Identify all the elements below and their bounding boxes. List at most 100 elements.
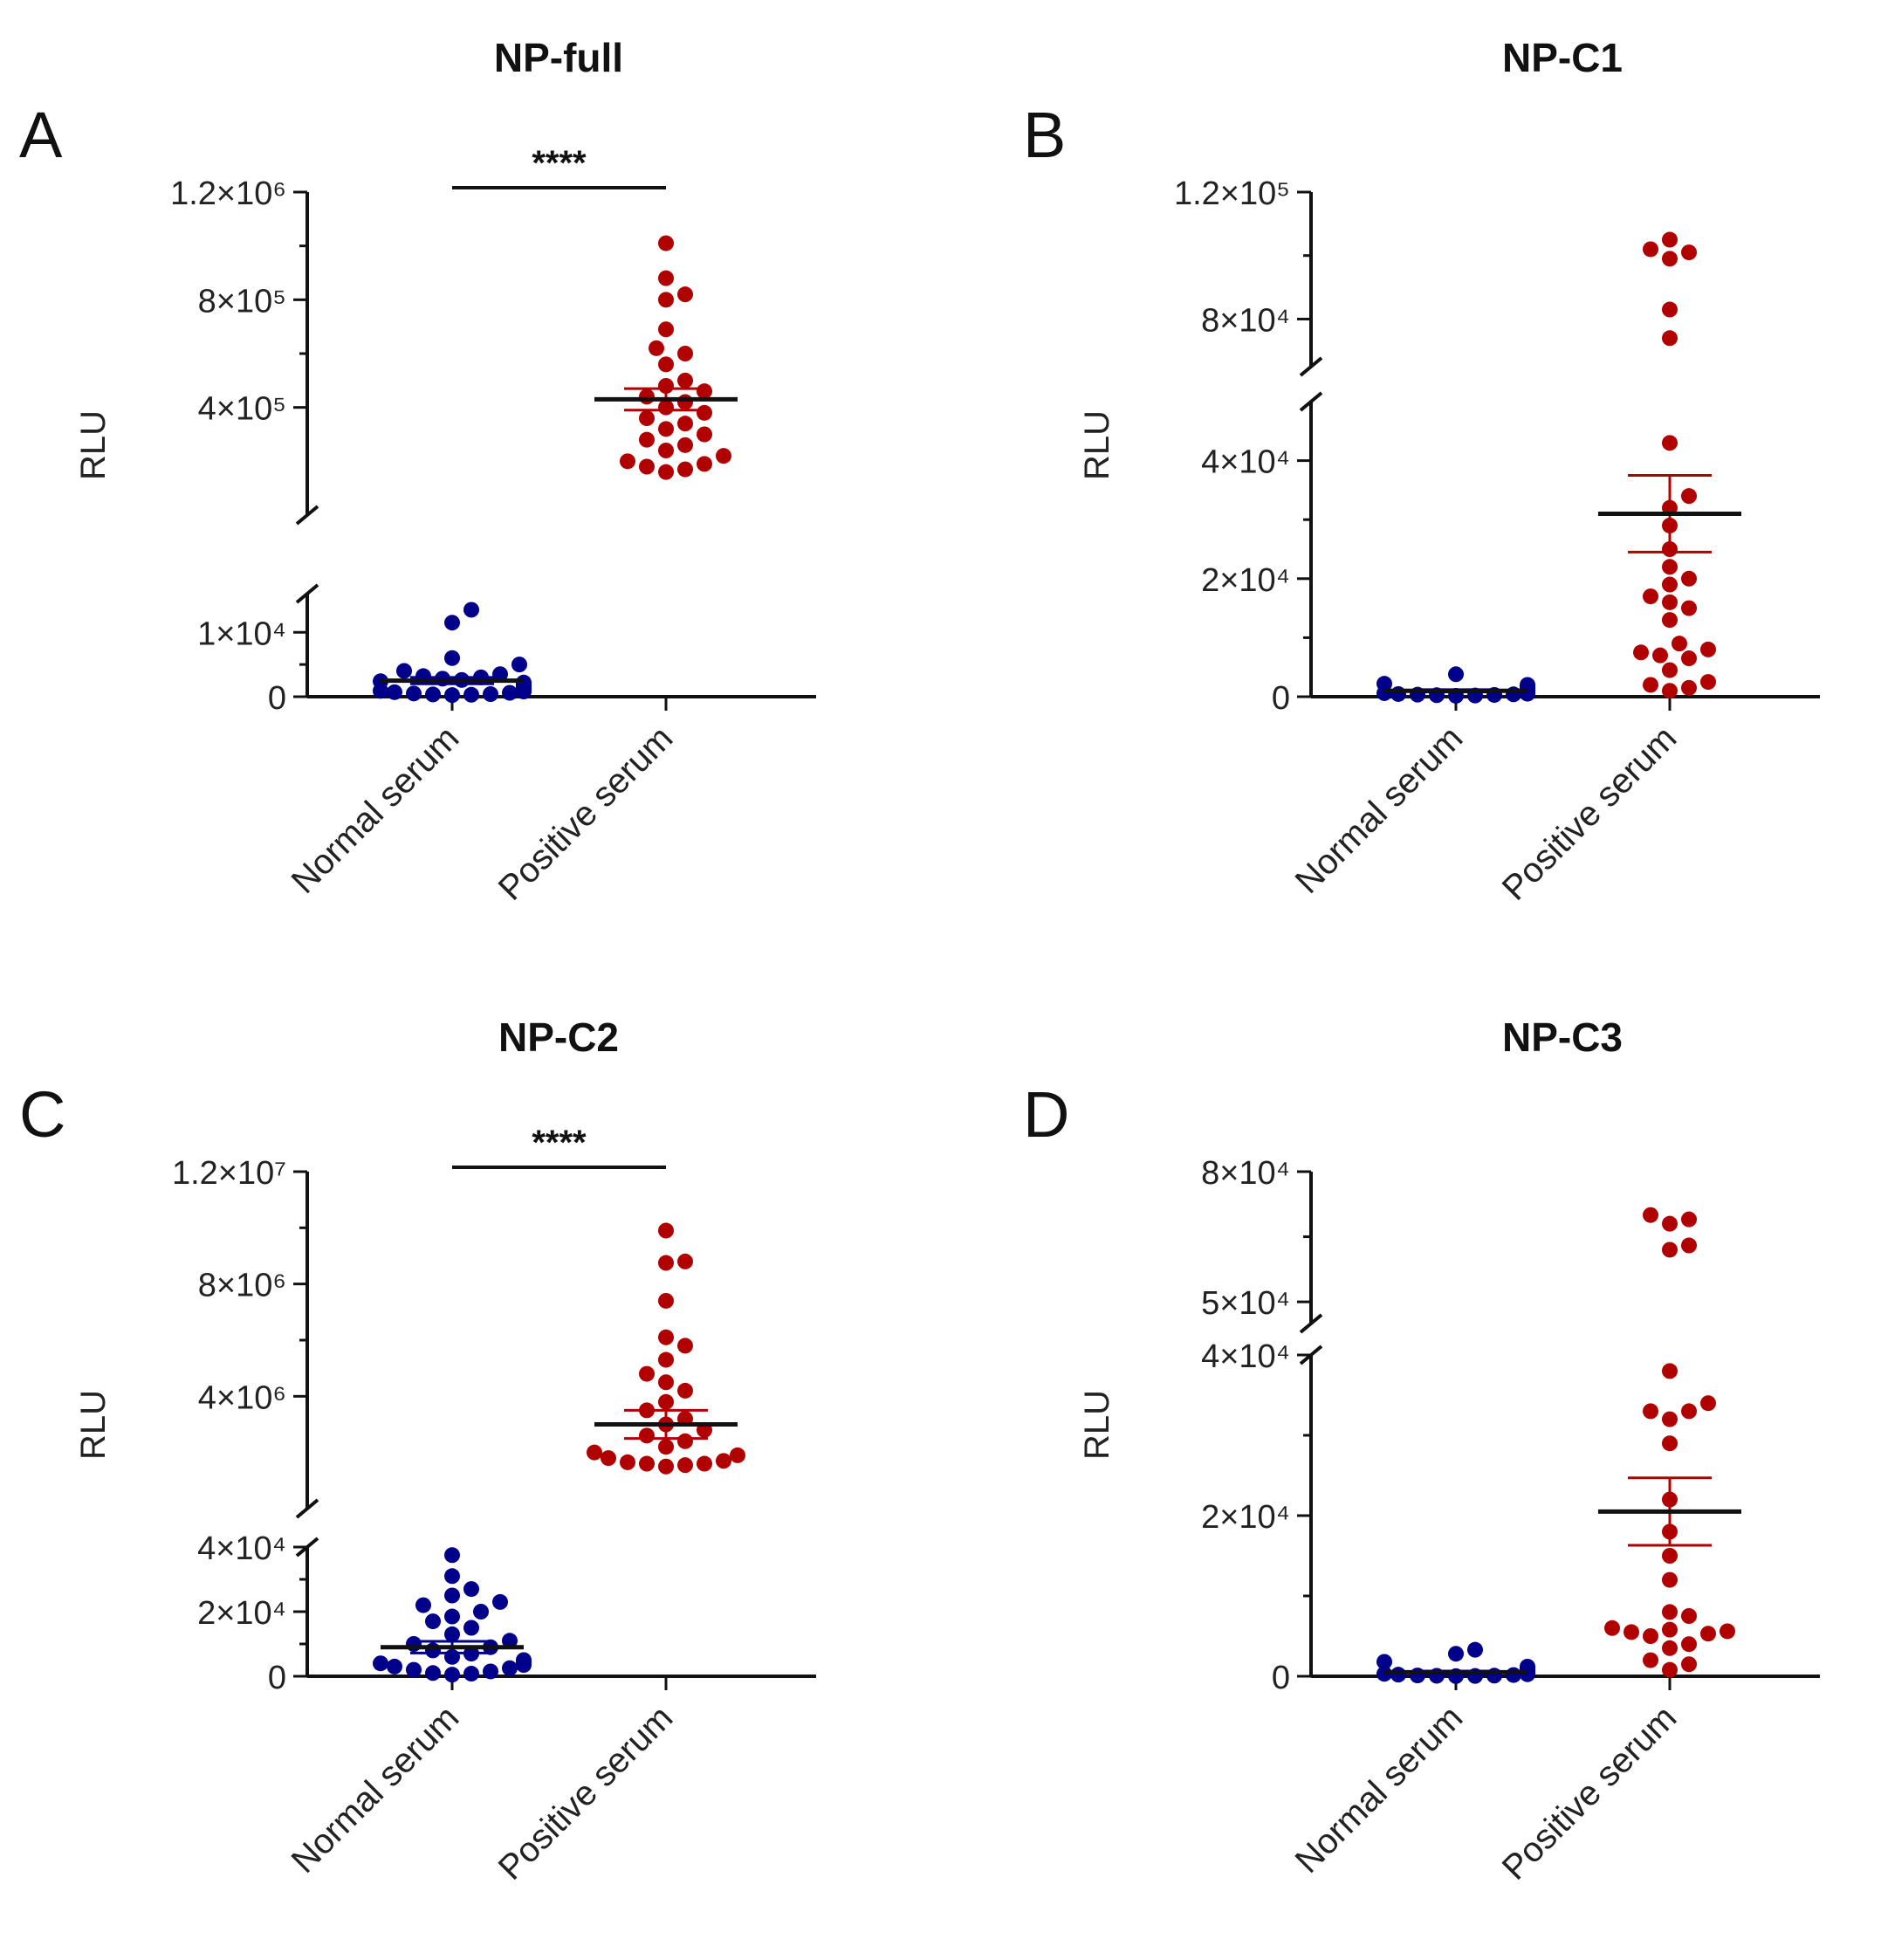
data-point [730, 1447, 745, 1463]
data-point [1662, 1363, 1678, 1379]
data-point [1662, 683, 1678, 699]
axis-break-mark [295, 583, 319, 604]
axis-break-mark [1299, 391, 1323, 412]
data-point [1390, 685, 1406, 702]
data-point [1700, 641, 1716, 657]
data-point [697, 456, 712, 472]
data-point [677, 1433, 693, 1449]
data-point [1681, 650, 1697, 667]
y-tick-label: 4×10⁵ [198, 391, 286, 428]
data-point [1448, 666, 1464, 683]
data-point [444, 1568, 460, 1585]
data-point [1662, 301, 1678, 318]
y-tick-label: 0 [268, 680, 286, 717]
y-tick-label: 0 [268, 1660, 286, 1696]
data-point [1662, 594, 1678, 610]
data-point [373, 1655, 388, 1672]
data-point [639, 410, 655, 426]
data-point [415, 1597, 431, 1613]
data-point [1662, 1621, 1678, 1638]
y-tick-label: 1.2×10⁶ [170, 175, 286, 212]
data-point [444, 1608, 460, 1625]
data-point [639, 1365, 655, 1382]
data-point [444, 650, 460, 666]
panel-title: NP-full [494, 35, 623, 80]
data-point [502, 1660, 518, 1676]
data-point [1681, 1608, 1697, 1624]
data-point [677, 437, 693, 453]
panel-title: NP-C2 [498, 1014, 619, 1060]
data-point [716, 1453, 731, 1469]
data-point [406, 1661, 422, 1678]
y-tick-label: 0 [1272, 680, 1290, 717]
data-point [1681, 1211, 1697, 1228]
data-point [1604, 1620, 1620, 1636]
data-point [1662, 330, 1678, 347]
data-point [1662, 1571, 1678, 1588]
data-point [677, 1253, 693, 1269]
data-point [658, 1374, 674, 1391]
y-tick-label: 8×10⁵ [198, 283, 286, 320]
category-label: Positive serum [491, 1698, 681, 1888]
data-point [1633, 644, 1649, 661]
data-point [1662, 612, 1678, 629]
data-point [1662, 1435, 1678, 1452]
category-label: Normal serum [1288, 719, 1471, 901]
data-point [658, 1329, 674, 1345]
data-point [1681, 244, 1697, 261]
y-tick-label: 8×10⁴ [1201, 302, 1290, 339]
data-point [1662, 576, 1678, 593]
axis-break-mark [295, 505, 319, 526]
data-point [658, 270, 674, 286]
data-point [1720, 1623, 1735, 1640]
panel-a: A NP-full 0 1×10⁴ 4×10⁵ 8×10⁵ 1.2×10⁶ Normal se… [19, 35, 816, 908]
data-point [1662, 231, 1678, 248]
data-point [387, 684, 402, 700]
data-point [697, 426, 712, 443]
data-point [1681, 1636, 1697, 1653]
data-point [658, 1458, 674, 1475]
y-tick-label: 1.2×10⁷ [172, 1155, 286, 1192]
data-point [1681, 1656, 1697, 1673]
data-point [463, 1581, 479, 1598]
data-point [1448, 1646, 1464, 1662]
axis-break-mark [1299, 356, 1323, 377]
data-point [639, 458, 655, 475]
data-point [620, 453, 635, 470]
y-tick-label: 2×10⁴ [1201, 1499, 1290, 1536]
data-point [406, 1636, 422, 1652]
axis-break-mark [295, 1498, 319, 1519]
data-point [601, 1450, 616, 1467]
significance-label: **** [532, 1124, 587, 1162]
data-point [677, 461, 693, 478]
data-point [658, 1222, 674, 1239]
y-tick-label: 1×10⁴ [197, 616, 286, 652]
significance-label: **** [532, 144, 587, 182]
y-tick-label: 2×10⁴ [197, 1595, 286, 1632]
data-point [1681, 488, 1697, 505]
data-point [1376, 676, 1392, 692]
data-point [677, 1457, 693, 1474]
panel-letter: B [1023, 99, 1066, 171]
y-axis-label: RLU [1078, 1390, 1116, 1460]
data-point [658, 443, 674, 458]
data-point [1662, 1548, 1678, 1564]
data-point [502, 684, 518, 701]
y-tick-label: 5×10⁴ [1201, 1285, 1290, 1322]
axis-break-mark [1299, 1344, 1323, 1365]
category-label: Normal serum [1288, 1698, 1471, 1881]
data-point [697, 404, 712, 421]
y-tick-label: 4×10⁴ [1201, 1338, 1290, 1375]
data-point [587, 1444, 602, 1461]
data-point [677, 416, 693, 432]
y-tick-label: 8×10⁴ [1201, 1155, 1290, 1192]
data-point [677, 1338, 693, 1354]
data-point [444, 1587, 460, 1604]
category-label: Positive serum [1495, 719, 1685, 908]
data-point [658, 292, 674, 308]
data-point [697, 1455, 712, 1472]
data-point [639, 1427, 655, 1444]
data-point [1681, 570, 1697, 587]
data-point [1643, 1652, 1658, 1668]
